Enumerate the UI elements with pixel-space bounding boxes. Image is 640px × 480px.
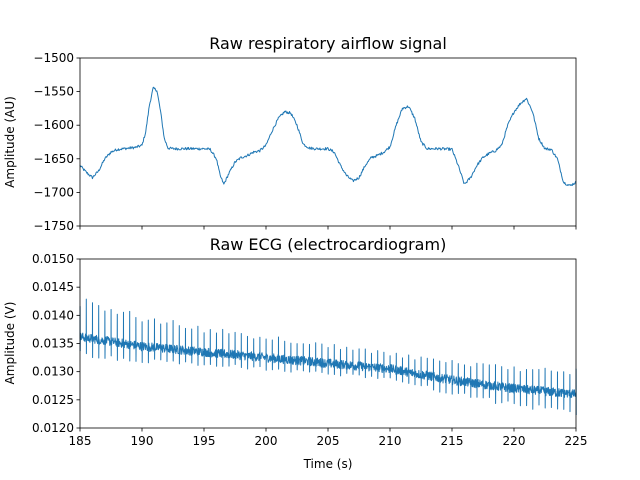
ytick-label: −1750	[33, 219, 74, 233]
ytick-label: −1650	[33, 152, 74, 166]
ecg-subplot: Raw ECG (electrocardiogram) Amplitude (V…	[3, 235, 587, 471]
respiratory-yticks: −1750 −1700 −1650 −1600 −1550 −1500	[33, 51, 80, 233]
xtick-label: 205	[317, 434, 340, 448]
xtick-label: 225	[565, 434, 588, 448]
xtick-label: 210	[379, 434, 402, 448]
xtick-label: 195	[193, 434, 216, 448]
respiratory-xticks	[79, 226, 577, 230]
ecg-series-line	[79, 298, 577, 416]
xtick-label: 200	[255, 434, 278, 448]
x-axis-label: Time (s)	[303, 457, 353, 471]
ytick-label: −1550	[33, 85, 74, 99]
respiratory-series-line	[79, 86, 577, 186]
ytick-label: 0.0135	[32, 337, 74, 351]
xtick-label: 190	[131, 434, 154, 448]
xtick-label: 215	[441, 434, 464, 448]
ytick-label: 0.0140	[32, 308, 74, 322]
ecg-yticks: 0.0120 0.0125 0.0130 0.0135 0.0140 0.0145 0.01…	[32, 252, 80, 435]
ytick-label: −1600	[33, 118, 74, 132]
respiratory-ylabel: Amplitude (AU)	[3, 96, 17, 188]
ytick-label: 0.0120	[32, 421, 74, 435]
respiratory-subplot: Raw respiratory airflow signal Amplitude…	[3, 34, 577, 233]
respiratory-title: Raw respiratory airflow signal	[209, 34, 447, 53]
ecg-ylabel: Amplitude (V)	[3, 302, 17, 385]
ecg-title: Raw ECG (electrocardiogram)	[210, 235, 447, 254]
ytick-label: 0.0150	[32, 252, 74, 266]
respiratory-axes-frame	[79, 57, 577, 227]
ytick-label: 0.0145	[32, 280, 74, 294]
ytick-label: −1500	[33, 51, 74, 65]
ecg-xticks: 185 190 195 200 205 210 215 220 225	[69, 428, 588, 448]
ytick-label: 0.0125	[32, 393, 74, 407]
xtick-label: 220	[503, 434, 526, 448]
ytick-label: 0.0130	[32, 365, 74, 379]
ecg-axes-frame	[79, 258, 577, 429]
ytick-label: −1700	[33, 185, 74, 199]
xtick-label: 185	[69, 434, 92, 448]
